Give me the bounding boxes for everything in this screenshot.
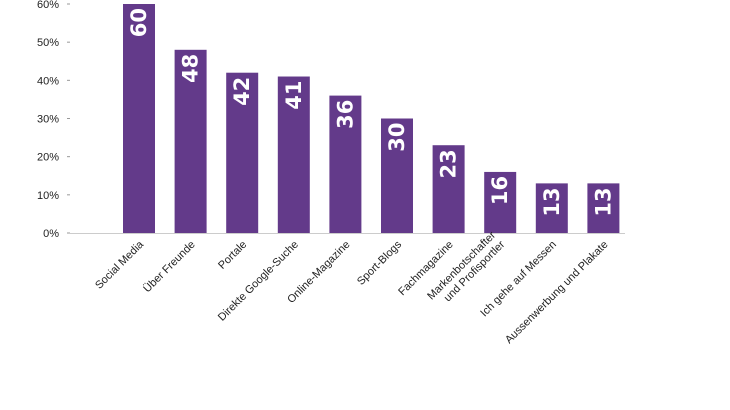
x-category-label: Social Media bbox=[93, 238, 147, 292]
y-axis: 0% 10% 20% 30% 40% 50% 60% bbox=[37, 0, 70, 240]
y-tick-label: 0% bbox=[43, 228, 59, 240]
y-tick-label: 20% bbox=[37, 152, 59, 164]
x-category-label: Aussenwerbung und Plakate bbox=[503, 239, 611, 347]
bar-value-label: 30 bbox=[385, 123, 409, 152]
bar bbox=[329, 95, 362, 233]
y-tick-label: 60% bbox=[37, 0, 59, 11]
bar-value-label: 13 bbox=[540, 187, 564, 216]
bar-value-label: 23 bbox=[437, 149, 461, 178]
bar-value-label: 42 bbox=[230, 77, 254, 106]
y-tick-label: 30% bbox=[37, 114, 59, 126]
y-tick-label: 40% bbox=[37, 75, 59, 87]
bar-value-label: 13 bbox=[591, 187, 615, 216]
y-tick-label: 10% bbox=[37, 190, 59, 202]
bar bbox=[123, 4, 155, 233]
x-category-label: Portale bbox=[216, 239, 249, 272]
bar bbox=[535, 183, 568, 233]
y-tick-label: 50% bbox=[37, 37, 59, 49]
bar bbox=[174, 49, 207, 233]
bar bbox=[226, 72, 259, 233]
bar-value-label: 16 bbox=[488, 176, 512, 205]
bar bbox=[277, 76, 310, 234]
bar-value-label: 36 bbox=[333, 100, 357, 129]
bar bbox=[432, 145, 465, 233]
bar-value-label: 60 bbox=[127, 8, 151, 37]
bar bbox=[587, 183, 620, 233]
x-category-label: Sport-Blogs bbox=[355, 238, 404, 287]
bars: 60 48 42 41 36 30 23 16 13 13 bbox=[123, 4, 620, 234]
bar bbox=[484, 171, 517, 233]
bar-value-label: 41 bbox=[282, 81, 306, 110]
x-category-label: Über Freunde bbox=[141, 239, 197, 295]
bar bbox=[381, 118, 413, 233]
bar-value-label: 48 bbox=[179, 54, 203, 83]
